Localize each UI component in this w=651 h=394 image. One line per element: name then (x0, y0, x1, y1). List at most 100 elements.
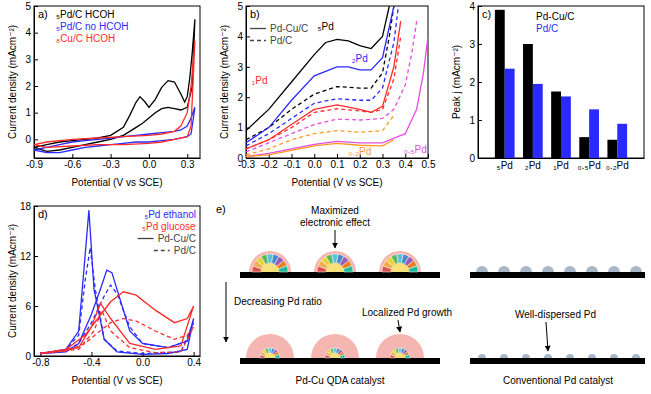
y-axis-tick-mark (34, 139, 38, 140)
data-line (246, 21, 417, 152)
legend-label: Pd-Cu/C (158, 233, 196, 244)
legend-item: Pd-Cu/C (536, 11, 574, 22)
legend-item: ₅Pd glucose (142, 221, 196, 232)
y-axis-tick-label: 0 (237, 153, 243, 164)
y-axis-tick-mark (34, 306, 38, 307)
axis-line (35, 356, 201, 357)
y-axis-tick-mark (34, 59, 38, 60)
panel-label: b) (250, 8, 260, 20)
bar (607, 140, 617, 158)
y-axis-tick-label: 0 (469, 153, 475, 164)
arrow (398, 320, 400, 332)
data-line (246, 6, 394, 143)
qda-particle (314, 251, 356, 272)
y-axis-tick: 4 (25, 27, 38, 38)
bar (505, 69, 515, 158)
plot-lines (34, 19, 195, 152)
y-axis-tick-mark (34, 33, 38, 34)
pd-particle (630, 266, 642, 272)
y-axis-tick-label: 1 (25, 107, 31, 118)
x-axis-tick-label: 0.4 (187, 357, 201, 368)
data-line (40, 248, 193, 354)
pd-shell (376, 334, 424, 358)
y-axis-tick-mark (478, 6, 482, 7)
x-axis-tick: 0.0 (308, 154, 322, 170)
column-label: Pd-Cu QDA catalyst (296, 375, 385, 386)
legend: ₅Pd ethanol₅Pd glucosePd-Cu/CPd/C (138, 209, 196, 256)
cu-core (326, 263, 344, 272)
x-axis: ₅Pd₂Pd₁Pd₀.₅Pd₀.₂Pd (479, 159, 645, 172)
pd-particle (522, 354, 530, 358)
pd-particle (476, 266, 488, 272)
x-axis: -0.8-0.40.00.4 (32, 352, 201, 368)
x-axis-tick-label: 0.4 (399, 159, 413, 170)
x-axis-tick: 0.3 (376, 154, 390, 170)
interface-ray (405, 355, 410, 358)
callout: Localized Pd growth (362, 307, 452, 318)
qda-particle (379, 251, 421, 272)
pd-particle (588, 354, 596, 358)
legend-swatch (138, 238, 154, 239)
y-axis-tick-label: 6 (25, 301, 31, 312)
plot-frame (34, 206, 200, 356)
x-axis-tick-label: 0.0 (142, 159, 156, 170)
x-axis-tick-label: -0.6 (64, 159, 82, 170)
y-axis-tick-mark (478, 158, 482, 159)
y-axis-tick-mark (34, 6, 38, 7)
y-axis-tick-label: 4 (25, 27, 31, 38)
y-axis-tick-label: 3 (469, 39, 475, 50)
axis-line (479, 158, 645, 159)
x-axis-tick-label: ₀.₅Pd (578, 160, 601, 171)
y-axis-title: Current density (mAcm⁻²) (219, 25, 230, 139)
y-axis-tick-mark (246, 36, 250, 37)
panel-label: a) (38, 8, 48, 20)
y-axis: 01234 (469, 1, 482, 164)
data-line (246, 115, 394, 155)
schematic: e)Maximizedelectronic effectLocalized Pd… (216, 203, 645, 386)
pd-shell (311, 334, 359, 358)
x-axis-tick-mark (337, 154, 338, 158)
x-axis-tick-mark (428, 154, 429, 158)
interface-ray (343, 266, 353, 272)
plot-frame (246, 6, 428, 158)
legend-item: Pd/C (250, 35, 292, 46)
data-line (246, 6, 398, 146)
y-axis-tick: 0 (25, 134, 38, 145)
y-axis-tick: 18 (20, 201, 38, 212)
y-axis-tick-label: 1 (237, 122, 243, 133)
x-axis-tick: ₁Pd (553, 160, 569, 171)
bar (561, 96, 571, 158)
legend-label: Pd/C (270, 35, 292, 46)
x-axis-tick-label: 0.1 (331, 159, 345, 170)
pd-particle (542, 266, 554, 272)
y-axis-tick-mark (246, 67, 250, 68)
data-line (34, 107, 195, 152)
y-axis-tick: 12 (20, 251, 38, 262)
y-axis-tick-label: 4 (237, 31, 243, 42)
legend-item: ₅Pd ethanol (144, 209, 196, 220)
x-axis-tick: 0.0 (142, 154, 156, 170)
legend-swatch (250, 28, 266, 29)
y-axis-tick: 4 (237, 31, 250, 42)
legend: Pd-Cu/CPd/C (250, 23, 308, 46)
cu-core (395, 353, 405, 358)
x-axis-tick: -0.1 (283, 154, 301, 170)
pd-particle (586, 266, 598, 272)
bar (533, 84, 543, 158)
x-axis-tick-mark (91, 352, 92, 356)
data-line (34, 19, 195, 151)
trend-label: Decreasing Pd ratio (234, 296, 322, 307)
y-axis-tick: 2 (469, 77, 482, 88)
x-axis-tick: 0.4 (187, 352, 201, 368)
figure: -0.9-0.6-0.30.00.3012345Potential (V vs … (0, 0, 651, 394)
x-axis-tick: ₅Pd (497, 160, 513, 171)
legend-label: ₅Pd/C no HCOH (56, 21, 128, 32)
y-axis-tick: 6 (25, 301, 38, 312)
y-axis-tick-label: 12 (20, 251, 32, 262)
y-axis-tick-mark (246, 158, 250, 159)
x-axis-tick: 0.3 (181, 154, 195, 170)
legend-swatch (250, 40, 266, 41)
data-line (40, 310, 193, 353)
x-axis-tick: 0.4 (399, 154, 413, 170)
y-axis: 012345 (25, 1, 38, 159)
